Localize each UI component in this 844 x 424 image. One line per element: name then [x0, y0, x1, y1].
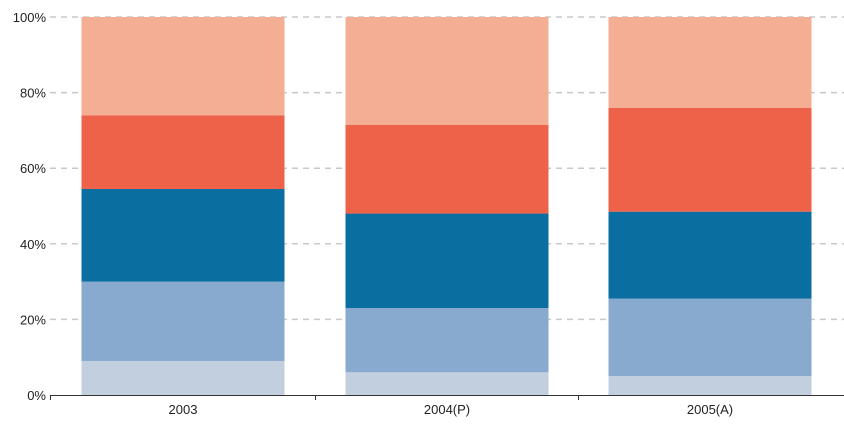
bar-segment-0-1	[81, 281, 285, 361]
bar-segment-0-2	[81, 188, 285, 282]
y-tick-label: 80%	[20, 86, 46, 101]
bar-segment-2-3	[608, 107, 812, 212]
axis-layer: 0% 20% 40% 60% 80% 100% 2003 2004(P) 2005(A)	[13, 10, 844, 417]
bar-segment-2-4	[608, 17, 812, 108]
bars-layer	[81, 17, 812, 395]
bar-segment-1-1	[345, 308, 549, 373]
bar-segment-1-3	[345, 124, 549, 214]
x-tick-label: 2004(P)	[424, 402, 470, 417]
y-tick-label: 40%	[20, 237, 46, 252]
bar-segment-2-1	[608, 298, 812, 377]
bar-segment-0-3	[81, 115, 285, 189]
bar-segment-2-2	[608, 211, 812, 299]
y-tick-label: 20%	[20, 312, 46, 327]
bar-stack-0	[81, 17, 285, 395]
bar-segment-1-2	[345, 213, 549, 309]
bar-segment-0-4	[81, 17, 285, 116]
x-tick-label: 2005(A)	[687, 402, 733, 417]
y-tick-label: 0%	[27, 388, 46, 403]
bar-segment-1-0	[345, 372, 549, 395]
y-tick-label: 100%	[13, 10, 47, 25]
bar-segment-0-0	[81, 360, 285, 395]
bar-stack-1	[345, 17, 549, 395]
bar-stack-2	[608, 17, 812, 395]
bar-segment-2-0	[608, 376, 812, 395]
y-tick-label: 60%	[20, 161, 46, 176]
bar-segment-1-4	[345, 17, 549, 125]
x-tick-label: 2003	[169, 402, 198, 417]
